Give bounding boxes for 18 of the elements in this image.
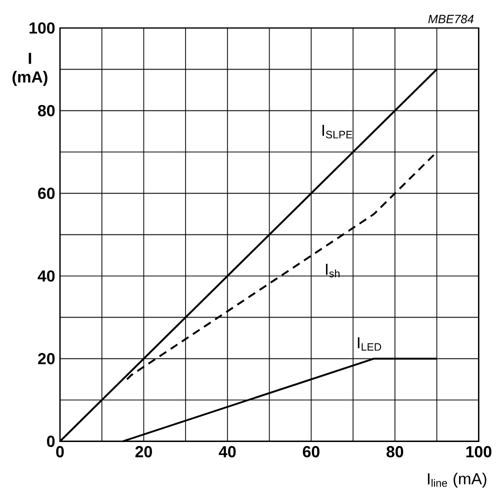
y-tick-label: 40 <box>38 270 55 282</box>
y-tick-label: 0 <box>47 436 55 447</box>
series-label: I$_{sh}$ <box>326 264 340 278</box>
x-tick-label: 20 <box>135 446 152 458</box>
x-tick-label: 0 <box>56 446 64 458</box>
x-tick-label: 100 <box>466 446 492 458</box>
y-tick-label: 80 <box>38 104 55 116</box>
series-label: I$_{SLPE}$ <box>322 124 352 138</box>
x-tick-label: 80 <box>386 446 404 458</box>
series-label: I$_{LED}$ <box>358 337 382 351</box>
x-tick-label: 40 <box>218 446 236 458</box>
y-tick-label: 20 <box>38 352 55 364</box>
y-axis-title: I (mA) <box>12 52 48 86</box>
x-axis-title: I$_{line}$ (mA) <box>428 472 486 488</box>
y-tick-label: 100 <box>30 22 55 34</box>
x-tick-label: 60 <box>302 446 320 458</box>
text: MBE784 <box>428 14 474 24</box>
y-tick-label: 60 <box>38 188 55 199</box>
